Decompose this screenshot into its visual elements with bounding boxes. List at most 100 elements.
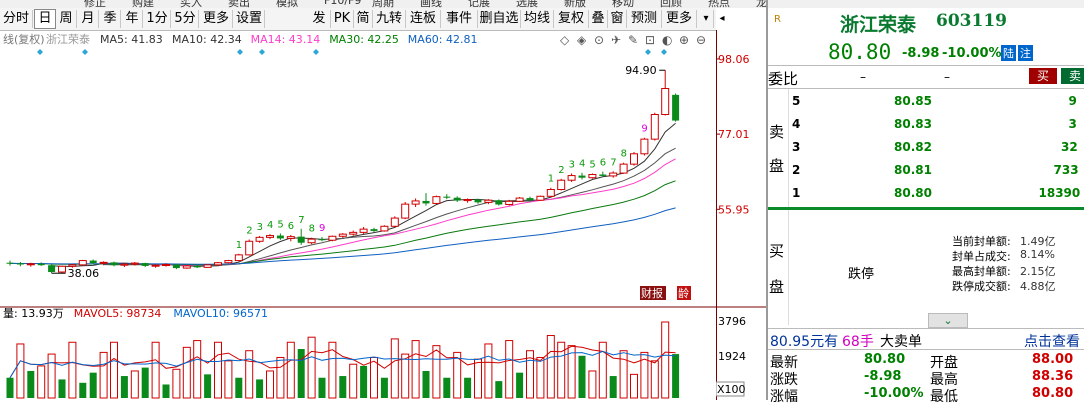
candle-body[interactable] [515, 197, 524, 202]
candle-body[interactable] [78, 260, 87, 266]
layers-icon[interactable]: ◈ [577, 33, 587, 47]
volume-bar[interactable] [349, 363, 358, 399]
top-toolbar-item[interactable]: 回顾 [660, 0, 682, 8]
candle-body[interactable] [640, 138, 649, 155]
volume-bar[interactable] [640, 351, 649, 399]
candle-body[interactable] [536, 195, 545, 201]
candle-body[interactable] [234, 254, 243, 262]
period-tab-5[interactable]: 年 [122, 10, 143, 28]
tool-tab-10[interactable]: 窗 [608, 10, 627, 28]
caibao-tag-bg[interactable] [640, 286, 666, 300]
candle-body[interactable] [484, 199, 493, 203]
volume-bar[interactable] [16, 343, 25, 399]
volume-bar[interactable] [370, 356, 378, 399]
volume-bar[interactable] [182, 346, 191, 399]
top-toolbar-item[interactable]: 画线 [420, 0, 442, 8]
volume-bar[interactable] [58, 379, 66, 398]
event-marker-icon[interactable] [259, 49, 265, 55]
candle-body[interactable] [172, 264, 180, 269]
candle-body[interactable] [505, 200, 514, 206]
eye-icon[interactable]: ⊙ [594, 33, 604, 47]
zoom-out-icon[interactable]: ⊖ [696, 33, 706, 47]
candle-body[interactable] [58, 265, 66, 273]
volume-bar[interactable] [120, 376, 128, 398]
volume-bar[interactable] [193, 340, 202, 399]
zoom-in-icon[interactable]: ⊕ [679, 33, 689, 47]
event-marker-icon[interactable] [82, 49, 88, 55]
volume-bar[interactable] [47, 353, 56, 399]
kline-chart[interactable]: 线(复权) 浙江荣泰 MA5: 41.83 MA10: 42.34 MA14: 43.1… [0, 30, 716, 400]
tool-tab-8[interactable]: 复权 [554, 10, 589, 28]
top-toolbar-item[interactable]: 买入 [180, 0, 202, 8]
candle-body[interactable] [276, 235, 284, 239]
volume-bar[interactable] [453, 351, 462, 399]
candle-body[interactable] [26, 263, 35, 266]
candle-body[interactable] [349, 231, 358, 235]
tag-zhu[interactable]: 注 [1018, 45, 1033, 61]
volume-bar[interactable] [432, 345, 441, 399]
volume-bar[interactable] [619, 350, 628, 399]
sell-button[interactable]: 卖 [1061, 68, 1084, 84]
volume-bar[interactable] [276, 356, 285, 399]
volume-bar[interactable] [99, 351, 108, 399]
candle-body[interactable] [599, 174, 607, 176]
candle-body[interactable] [182, 265, 191, 269]
sell-price[interactable]: 80.83 [894, 117, 932, 131]
candle-body[interactable] [286, 236, 295, 239]
volume-bar[interactable] [588, 370, 597, 399]
candle-body[interactable] [390, 217, 399, 227]
volume-bar[interactable] [318, 377, 326, 398]
candle-body[interactable] [380, 225, 389, 232]
sell-price[interactable]: 80.81 [894, 163, 932, 177]
period-tab-3[interactable]: 月 [78, 10, 99, 28]
tool-tab-7[interactable]: 均线 [521, 10, 554, 28]
candle-body[interactable] [255, 236, 264, 242]
tool-tab-4[interactable]: 连板 [406, 10, 441, 28]
volume-bar[interactable] [484, 343, 493, 399]
candle-body[interactable] [307, 238, 316, 244]
candle-body[interactable] [401, 203, 410, 219]
volume-bar[interactable] [401, 353, 410, 399]
volume-bar[interactable] [328, 341, 337, 399]
volume-bar[interactable] [130, 370, 139, 399]
collapse-arrow-icon[interactable]: ◂ [719, 13, 725, 24]
contrast-icon[interactable]: ◐ [662, 33, 672, 47]
candle-body[interactable] [359, 228, 368, 233]
top-toolbar-item[interactable]: 记展 [468, 0, 490, 8]
volume-bar[interactable] [598, 341, 607, 399]
ling-tag[interactable]: 龄 [678, 286, 689, 300]
volume-bar[interactable] [6, 377, 14, 398]
top-toolbar-item[interactable]: 周期 [372, 0, 394, 8]
volume-bar[interactable] [380, 377, 388, 398]
volume-bar[interactable] [307, 336, 316, 399]
candle-body[interactable] [203, 264, 212, 268]
volume-bar[interactable] [422, 370, 430, 398]
view-link[interactable]: 点击查看 [1024, 334, 1080, 350]
candle-body[interactable] [526, 198, 534, 201]
sell-price[interactable]: 80.85 [894, 94, 932, 108]
candle-body[interactable] [99, 261, 108, 264]
volume-bar[interactable] [256, 379, 264, 398]
candle-body[interactable] [151, 264, 160, 267]
candle-body[interactable] [557, 179, 566, 190]
buy-button[interactable]: 买 [1029, 68, 1057, 84]
sell-price[interactable]: 80.80 [894, 186, 932, 200]
volume-bar[interactable] [141, 367, 149, 398]
volume-bar[interactable] [204, 374, 212, 398]
volume-bar[interactable] [214, 341, 222, 399]
volume-bar[interactable] [79, 382, 87, 398]
volume-bar[interactable] [526, 350, 534, 399]
tool-tab-1[interactable]: PK [331, 10, 354, 28]
event-marker-icon[interactable] [237, 49, 243, 55]
candle-body[interactable] [578, 175, 586, 178]
candle-body[interactable] [6, 262, 14, 264]
candle-body[interactable] [338, 233, 347, 237]
diamond-icon[interactable]: ◇ [560, 33, 570, 47]
candle-body[interactable] [89, 260, 97, 264]
sell-price[interactable]: 80.82 [894, 140, 932, 154]
tool-tab-2[interactable]: 简 [354, 10, 373, 28]
candle-body[interactable] [130, 262, 139, 265]
volume-bar[interactable] [546, 335, 555, 399]
more-arrow-icon[interactable]: ▾ [699, 10, 714, 28]
volume-bar[interactable] [578, 355, 586, 398]
